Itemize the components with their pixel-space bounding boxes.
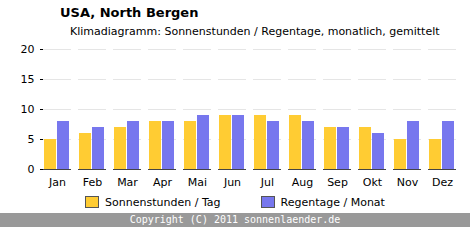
svg-text:5: 5 [28,133,35,146]
svg-text:Aug: Aug [292,176,313,189]
html-text:Sonnenstunden / Tag: Sonnenstunden / Tag [105,195,221,209]
svg-text:Apr: Apr [153,176,173,189]
svg-text:Nov: Nov [397,176,419,189]
svg-text:Jul: Jul [260,176,274,189]
svg-text:Mar: Mar [117,176,138,189]
html-text:USA, North Bergen: USA, North Bergen [60,5,199,20]
html-text:Regentage / Monat: Regentage / Monat [280,195,385,209]
svg-text:20: 20 [21,43,35,56]
svg-text:0: 0 [28,163,35,176]
svg-text:Dez: Dez [432,176,453,189]
svg-text:15: 15 [21,73,35,86]
svg-text:Okt: Okt [363,176,383,189]
svg-text:Jan: Jan [48,176,66,189]
html-text:Copyright (C) 2011 sonnenlaend: Copyright (C) 2011 sonnenlaender.de [129,214,341,225]
svg-text:Mai: Mai [188,176,207,189]
svg-text:10: 10 [21,103,35,116]
html-text:Klimadiagramm: Sonnenstunden /: Klimadiagramm: Sonnenstunden / Regentage… [70,25,440,38]
svg-text:Jun: Jun [223,176,241,189]
svg-text:Feb: Feb [83,176,102,189]
svg-text:Sep: Sep [327,176,348,189]
